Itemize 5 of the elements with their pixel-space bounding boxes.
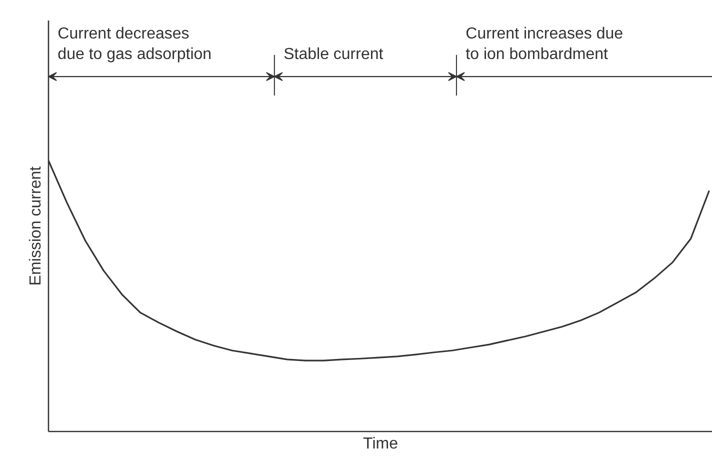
text: Current increases due to ion bombardment	[466, 26, 624, 64]
y-axis-title: Emission current	[28, 166, 44, 286]
x-axis-title: Time	[363, 436, 398, 452]
text: Stable current	[284, 46, 384, 64]
text: Current decreases due to gas adsorption	[58, 26, 212, 64]
